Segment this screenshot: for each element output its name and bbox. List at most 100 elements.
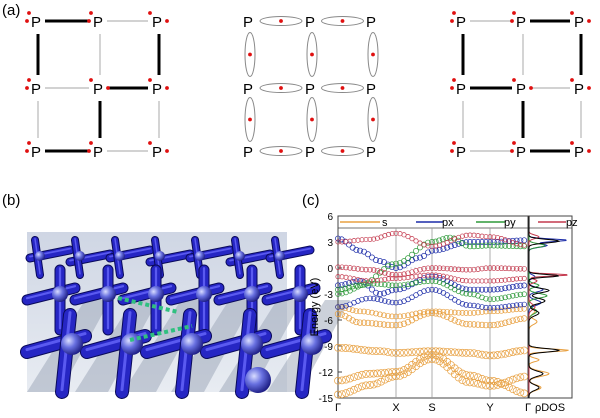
band-marker bbox=[463, 310, 470, 316]
band-marker bbox=[392, 372, 400, 381]
phosphorus-atom: P bbox=[152, 144, 162, 161]
band-marker bbox=[365, 309, 371, 315]
band-marker bbox=[425, 249, 431, 256]
band-marker bbox=[498, 242, 505, 249]
band-marker bbox=[425, 272, 431, 278]
lone-pair-dot bbox=[87, 149, 91, 153]
phosphorus-atom: P bbox=[93, 14, 103, 31]
band-marker bbox=[389, 299, 396, 306]
lone-pair-dot bbox=[371, 52, 375, 57]
band-marker bbox=[455, 288, 462, 295]
band-marker bbox=[513, 306, 520, 313]
band-marker bbox=[388, 321, 396, 329]
band-marker bbox=[349, 307, 356, 314]
band-marker bbox=[483, 295, 489, 302]
band-marker bbox=[448, 243, 454, 250]
band-marker bbox=[514, 276, 520, 282]
band-marker bbox=[433, 287, 439, 293]
band-marker bbox=[512, 347, 521, 356]
band-marker bbox=[502, 319, 509, 326]
y-tick-label: 3 bbox=[327, 238, 333, 249]
band-marker bbox=[425, 287, 431, 293]
band-marker bbox=[370, 267, 377, 273]
band-marker bbox=[490, 286, 497, 293]
x-tick-label: S bbox=[428, 402, 435, 414]
band-marker bbox=[474, 373, 482, 382]
band-marker bbox=[516, 388, 525, 397]
band-marker bbox=[424, 355, 432, 364]
band-marker bbox=[440, 308, 447, 315]
band-marker bbox=[396, 349, 404, 357]
dimer-highlight bbox=[129, 324, 193, 342]
band-marker bbox=[517, 266, 524, 272]
band-marker bbox=[370, 295, 377, 302]
lone-pair-dot bbox=[279, 149, 283, 153]
band-marker bbox=[502, 238, 509, 245]
band-marker bbox=[338, 282, 345, 288]
bond-rod bbox=[118, 283, 176, 305]
band-marker bbox=[467, 239, 473, 245]
band-marker bbox=[339, 264, 345, 270]
band-marker bbox=[382, 270, 388, 276]
band-marker bbox=[512, 387, 521, 395]
px-band bbox=[335, 286, 527, 311]
phosphorus-atom bbox=[61, 333, 83, 355]
band-marker bbox=[494, 265, 501, 271]
orbital-ellipse bbox=[259, 83, 303, 93]
legend-label: s bbox=[382, 217, 388, 229]
band-marker bbox=[357, 345, 365, 354]
phosphorus-atom: P bbox=[366, 144, 376, 161]
band-marker bbox=[373, 289, 379, 296]
band-marker bbox=[520, 389, 529, 398]
band-marker bbox=[510, 302, 516, 309]
band-marker bbox=[397, 275, 403, 281]
band-marker bbox=[374, 277, 380, 284]
band-marker bbox=[393, 286, 399, 293]
band-marker bbox=[380, 321, 388, 328]
band-marker bbox=[428, 355, 436, 363]
band-marker bbox=[443, 347, 452, 356]
band-marker bbox=[396, 371, 404, 380]
band-marker bbox=[521, 301, 527, 308]
band-marker bbox=[382, 276, 388, 282]
band-marker bbox=[384, 374, 393, 382]
band-marker bbox=[433, 243, 439, 249]
band-marker bbox=[377, 311, 383, 318]
band-marker bbox=[502, 303, 508, 310]
band-marker bbox=[451, 242, 458, 248]
band-marker bbox=[513, 265, 520, 272]
band-marker bbox=[521, 291, 527, 297]
band-marker bbox=[506, 303, 512, 309]
band-marker bbox=[439, 347, 448, 356]
band-marker bbox=[364, 346, 373, 355]
band-marker bbox=[454, 348, 463, 357]
band-marker bbox=[413, 310, 419, 317]
band-marker bbox=[378, 277, 384, 283]
band-marker bbox=[506, 284, 512, 291]
band-marker bbox=[487, 278, 493, 284]
band-marker bbox=[343, 264, 349, 271]
panel-label-c: (c) bbox=[302, 192, 320, 209]
band-marker bbox=[388, 348, 396, 357]
band-marker bbox=[361, 308, 367, 315]
band-marker bbox=[436, 237, 443, 244]
phosphorus-atom: P bbox=[152, 81, 162, 98]
band-marker bbox=[509, 283, 516, 290]
band-marker bbox=[467, 266, 473, 273]
band-marker bbox=[502, 285, 509, 292]
band-marker bbox=[517, 291, 524, 298]
band-marker bbox=[421, 288, 427, 294]
lone-pair-dot bbox=[279, 19, 283, 23]
band-marker bbox=[498, 265, 505, 271]
band-marker bbox=[361, 248, 367, 255]
orbital-ellipse bbox=[306, 97, 318, 142]
lone-pair-dot bbox=[450, 149, 454, 153]
band-marker bbox=[462, 349, 471, 357]
lone-pair-dot bbox=[450, 19, 454, 23]
band-marker bbox=[347, 275, 353, 281]
band-marker bbox=[388, 372, 397, 381]
band-marker bbox=[444, 244, 451, 251]
band-marker bbox=[369, 254, 375, 261]
band-marker bbox=[467, 278, 473, 284]
band-marker bbox=[487, 242, 493, 249]
